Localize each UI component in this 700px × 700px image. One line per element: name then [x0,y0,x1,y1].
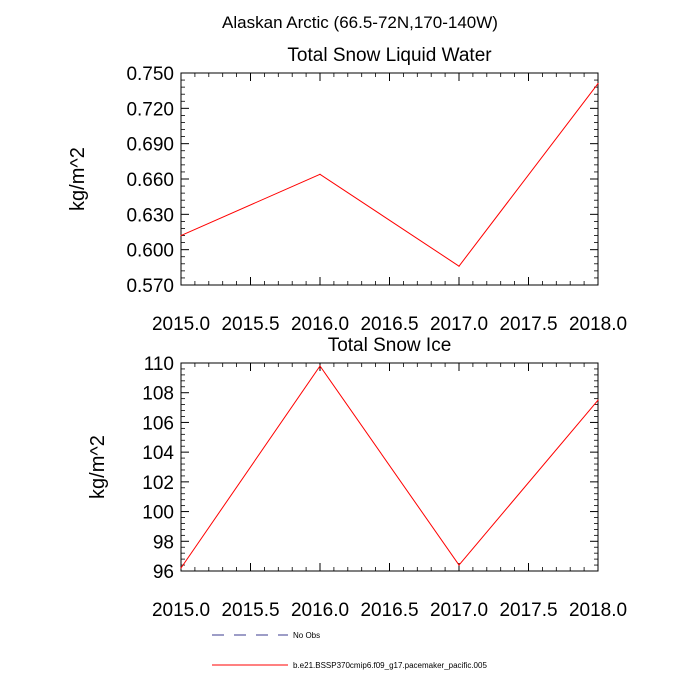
y-tick-label: 0.750 [126,64,174,85]
x-tick-label: 2015.0 [152,600,210,621]
data-point [458,265,460,267]
x-tick-label: 2016.0 [291,600,349,621]
x-tick-label: 2017.5 [499,600,557,621]
y-tick-label: 98 [153,532,174,553]
legend: No Obs b.e21.BSSP370cmip6.f09_g17.pacema… [212,631,487,670]
figure-title: Alaskan Arctic (66.5-72N,170-140W) [222,13,498,32]
panel-title: Total Snow Ice [328,335,452,356]
data-point [597,399,599,401]
y-tick-label: 96 [153,562,174,583]
y-tick-label: 0.600 [126,241,174,262]
panel-total-snow-liquid-water: Total Snow Liquid Water kg/m^2 2015.0 2015.… [67,45,627,335]
legend-label-model: b.e21.BSSP370cmip6.f09_g17.pacemaker_pac… [293,661,487,670]
y-tick-label: 106 [142,413,174,434]
x-tick-label: 2016.5 [360,600,418,621]
y-tick-label: 0.690 [126,135,174,156]
series-line [180,83,599,267]
x-tick-label: 2015.5 [221,314,279,335]
y-tick-label: 100 [142,503,174,524]
y-tick-label: 0.720 [126,99,174,120]
x-tick-label: 2015.0 [152,314,210,335]
data-point [319,173,321,175]
y-tick-label: 102 [142,473,174,494]
data-point [180,234,182,237]
x-tick-label: 2017.0 [430,314,488,335]
y-tick-label: 108 [142,384,174,405]
x-tick-label: 2015.5 [221,600,279,621]
y-tick-label: 0.570 [126,276,174,297]
y-tick-label: 104 [142,443,174,464]
y-axis-label: kg/m^2 [87,435,109,499]
y-tick-label: 0.660 [126,170,174,191]
plot-frame [180,362,599,572]
data-point [180,567,182,569]
y-axis-label: kg/m^2 [67,147,89,211]
y-tick-label: 110 [144,354,174,375]
data-point [319,365,321,367]
legend-label-no-obs: No Obs [293,631,320,640]
plot-frame [180,72,599,286]
x-tick-label: 2016.5 [360,314,418,335]
panel-title: Total Snow Liquid Water [287,45,492,66]
x-tick-label: 2018.0 [569,314,627,335]
x-tick-label: 2018.0 [569,600,627,621]
data-point [597,83,599,85]
y-tick-label: 0.630 [126,205,174,226]
data-point [458,564,460,566]
x-tick-label: 2016.0 [291,314,349,335]
series-line [180,365,599,569]
panel-total-snow-ice: Total Snow Ice kg/m^2 2015.0 2015.5 2016.0 20… [87,335,627,621]
x-tick-label: 2017.0 [430,600,488,621]
x-tick-label: 2017.5 [499,314,557,335]
